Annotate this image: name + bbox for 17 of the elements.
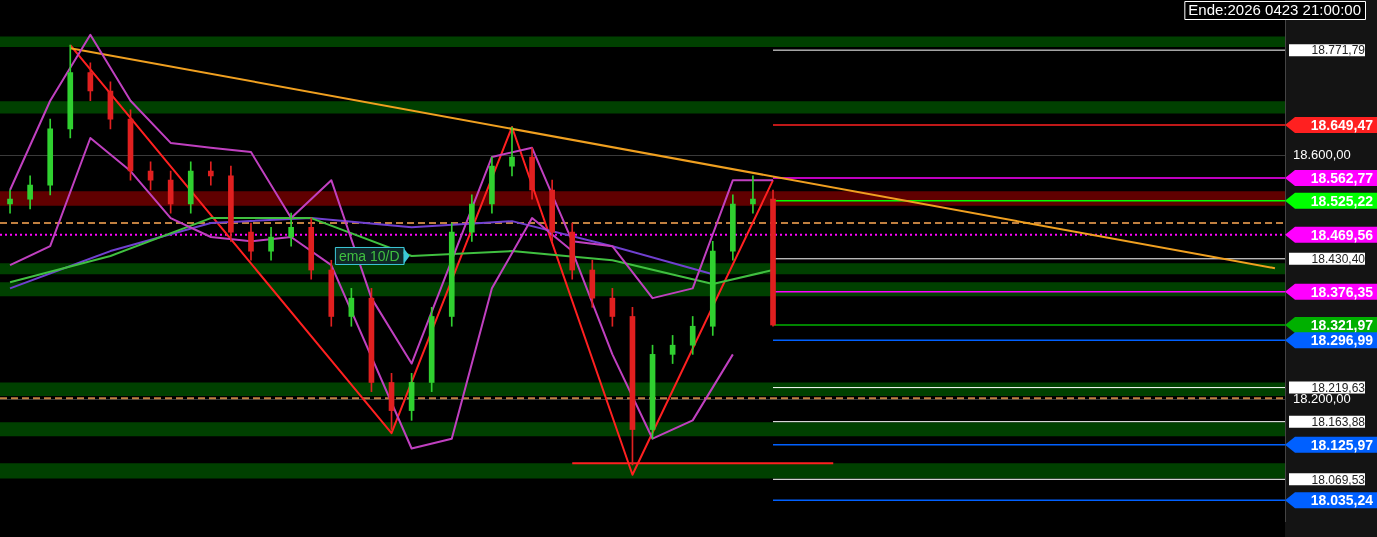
ref-line-label: 18.525,22: [1310, 192, 1374, 209]
ref-line-label: 18.125,97: [1310, 436, 1374, 453]
series-label: ema 10/D: [338, 247, 400, 264]
ref-line-label: 18.321,97: [1310, 316, 1374, 333]
ref-line-label: 18.562,77: [1310, 169, 1374, 186]
ref-line-label: 18.469,56: [1310, 226, 1374, 243]
annotation: Ende:2026 0423 21:00:00: [1188, 1, 1361, 19]
ref-line-label: 18.163,88: [1311, 414, 1366, 429]
ref-line-label: 18.376,35: [1310, 283, 1374, 300]
ref-line-label: 18.649,47: [1310, 116, 1374, 133]
ref-line-label: 18.430,40: [1311, 252, 1366, 267]
ref-line-label: 18.035,24: [1310, 492, 1374, 509]
ref-line-label: 18.219,63: [1311, 380, 1366, 395]
y-tick-label: 18.600,00: [1293, 146, 1351, 162]
ref-line-label: 18.069,53: [1311, 472, 1366, 487]
ref-line-label: 18.771,79: [1311, 43, 1366, 58]
ref-line-label: 18.296,99: [1310, 332, 1374, 349]
